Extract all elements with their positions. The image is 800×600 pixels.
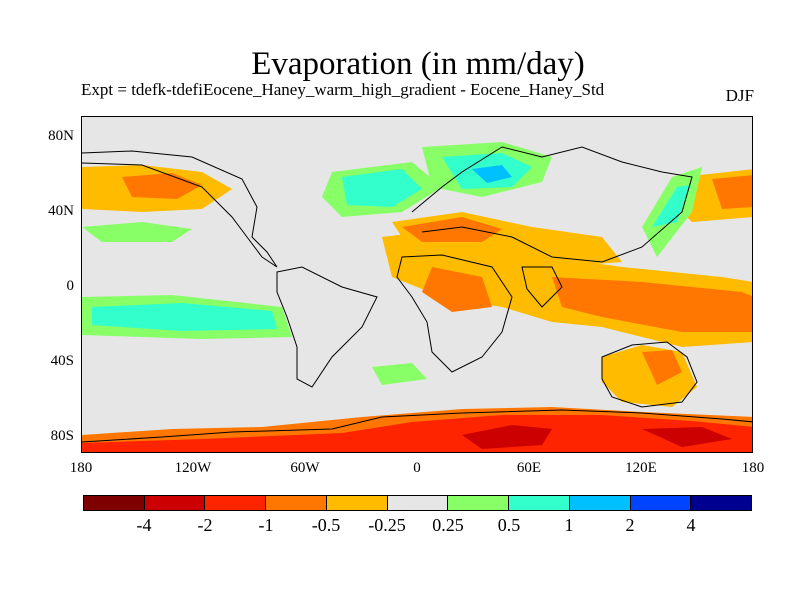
contour-fills <box>82 142 752 452</box>
colorbar-swatch <box>630 496 692 510</box>
coast-antarctica <box>82 409 752 443</box>
colorbar-label: 0.5 <box>497 515 521 535</box>
coast-south-america <box>276 266 378 388</box>
pacific-small-positive <box>82 222 192 242</box>
mediterranean-core <box>402 217 502 242</box>
lat-label-80s: 80S <box>50 428 74 444</box>
colorbar-label: -4 <box>136 515 152 535</box>
coast-africa <box>396 254 513 373</box>
coast-eurasia <box>411 146 693 263</box>
lon-label-60e: 60E <box>516 460 542 476</box>
southern-ocean-strong-band <box>82 415 752 452</box>
coast-australia <box>601 341 698 408</box>
colorbar-swatch <box>691 496 752 510</box>
colorbar <box>83 495 752 511</box>
colorbar-swatch <box>509 496 570 510</box>
map-panel <box>81 116 753 453</box>
season-label: DJF <box>725 86 754 105</box>
colorbar-label: 4 <box>686 515 696 535</box>
colorbar-label: 1 <box>564 515 574 535</box>
australia-core <box>642 350 682 385</box>
colorbar-swatch <box>569 496 631 510</box>
atlantic-small-positive <box>372 363 427 385</box>
north-atlantic-core <box>342 169 422 207</box>
lat-label-80n: 80N <box>48 128 74 144</box>
colorbar-label: -0.5 <box>311 515 341 535</box>
colorbar-swatch <box>205 496 267 510</box>
south-pacific-core <box>92 303 277 331</box>
plot-title: Evaporation (in mm/day) <box>251 46 585 82</box>
lat-label-40n: 40N <box>48 203 74 219</box>
lon-label-60w: 60W <box>290 460 320 476</box>
coast-india <box>521 266 563 308</box>
colorbar-label: -2 <box>197 515 213 535</box>
west-pacific-positive-core <box>652 185 690 227</box>
tropical-core <box>422 267 752 332</box>
lat-label-40s: 40S <box>50 353 74 369</box>
colorbar-label: -1 <box>258 515 274 535</box>
lon-label-180w: 180 <box>69 460 93 476</box>
colorbar-swatch <box>84 496 145 510</box>
coast-north-america <box>82 150 278 268</box>
lon-label-180e: 180 <box>741 460 765 476</box>
colorbar-swatch <box>387 496 449 510</box>
eurasia-max <box>472 165 512 183</box>
lon-label-120e: 120E <box>625 460 657 476</box>
southern-ocean-max-patch <box>462 425 732 449</box>
lat-label-0: 0 <box>66 278 75 294</box>
colorbar-swatch <box>144 496 206 510</box>
colorbar-label: 0.25 <box>432 515 464 535</box>
experiment-subtitle: Expt = tdefk-tdefiEocene_Haney_warm_high… <box>81 80 605 99</box>
coastlines <box>82 146 752 443</box>
colorbar-label: -0.25 <box>368 515 406 535</box>
colorbar-swatch <box>266 496 327 510</box>
colorbar-swatch <box>448 496 510 510</box>
colorbar-swatch <box>326 496 388 510</box>
lon-label-0: 0 <box>413 460 421 476</box>
colorbar-label: 2 <box>625 515 635 535</box>
west-pacific-core <box>712 175 752 209</box>
lon-label-120w: 120W <box>174 460 212 476</box>
map-svg <box>82 142 752 452</box>
